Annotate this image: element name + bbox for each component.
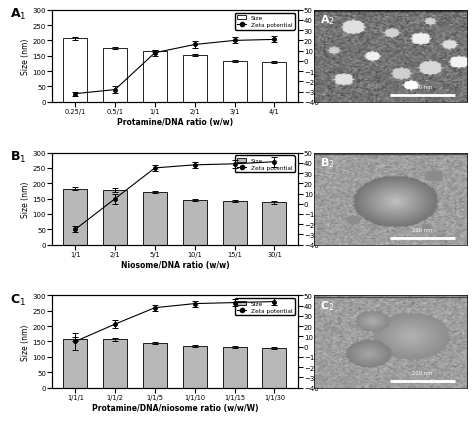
Y-axis label: Size (nm): Size (nm): [20, 323, 29, 360]
Bar: [64, 189, 87, 245]
Bar: [103, 340, 127, 388]
Bar: [223, 201, 246, 245]
Text: A$_{1}$: A$_{1}$: [10, 7, 27, 22]
Bar: [263, 63, 286, 103]
Text: C$_{2}$: C$_{2}$: [319, 299, 334, 312]
Bar: [103, 190, 127, 245]
Bar: [143, 343, 167, 388]
Bar: [103, 49, 127, 103]
Y-axis label: Size (nm): Size (nm): [20, 38, 29, 75]
Text: 200 nm: 200 nm: [412, 370, 433, 375]
Bar: [223, 62, 246, 103]
Y-axis label: Zeta potential (mv): Zeta potential (mv): [321, 304, 330, 379]
Y-axis label: Size (nm): Size (nm): [20, 181, 29, 217]
X-axis label: Protamine/DNA ratio (w/w): Protamine/DNA ratio (w/w): [117, 118, 233, 127]
Text: A$_{2}$: A$_{2}$: [319, 13, 335, 27]
Bar: [64, 339, 87, 388]
Text: C$_{1}$: C$_{1}$: [10, 292, 27, 307]
Bar: [183, 346, 207, 388]
Legend: Size, Zeta potential: Size, Zeta potential: [235, 299, 295, 316]
Legend: Size, Zeta potential: Size, Zeta potential: [235, 156, 295, 173]
Text: 200 nm: 200 nm: [412, 227, 433, 232]
Y-axis label: Zeta potential (mv): Zeta potential (mv): [321, 19, 330, 94]
Bar: [143, 52, 167, 103]
Legend: Size, Zeta potential: Size, Zeta potential: [235, 14, 295, 30]
Bar: [263, 203, 286, 245]
Bar: [183, 200, 207, 245]
Text: B$_{2}$: B$_{2}$: [319, 156, 334, 170]
Bar: [223, 347, 246, 388]
X-axis label: Protamine/DNA/niosome ratio (w/w/W): Protamine/DNA/niosome ratio (w/w/W): [91, 403, 258, 412]
Y-axis label: Zeta potential (mv): Zeta potential (mv): [321, 162, 330, 236]
Text: B$_{1}$: B$_{1}$: [10, 150, 27, 164]
X-axis label: Niosome/DNA ratio (w/w): Niosome/DNA ratio (w/w): [120, 260, 229, 269]
Bar: [143, 193, 167, 245]
Bar: [183, 56, 207, 103]
Bar: [263, 348, 286, 388]
Bar: [64, 39, 87, 103]
Text: 100 nm: 100 nm: [412, 85, 433, 90]
